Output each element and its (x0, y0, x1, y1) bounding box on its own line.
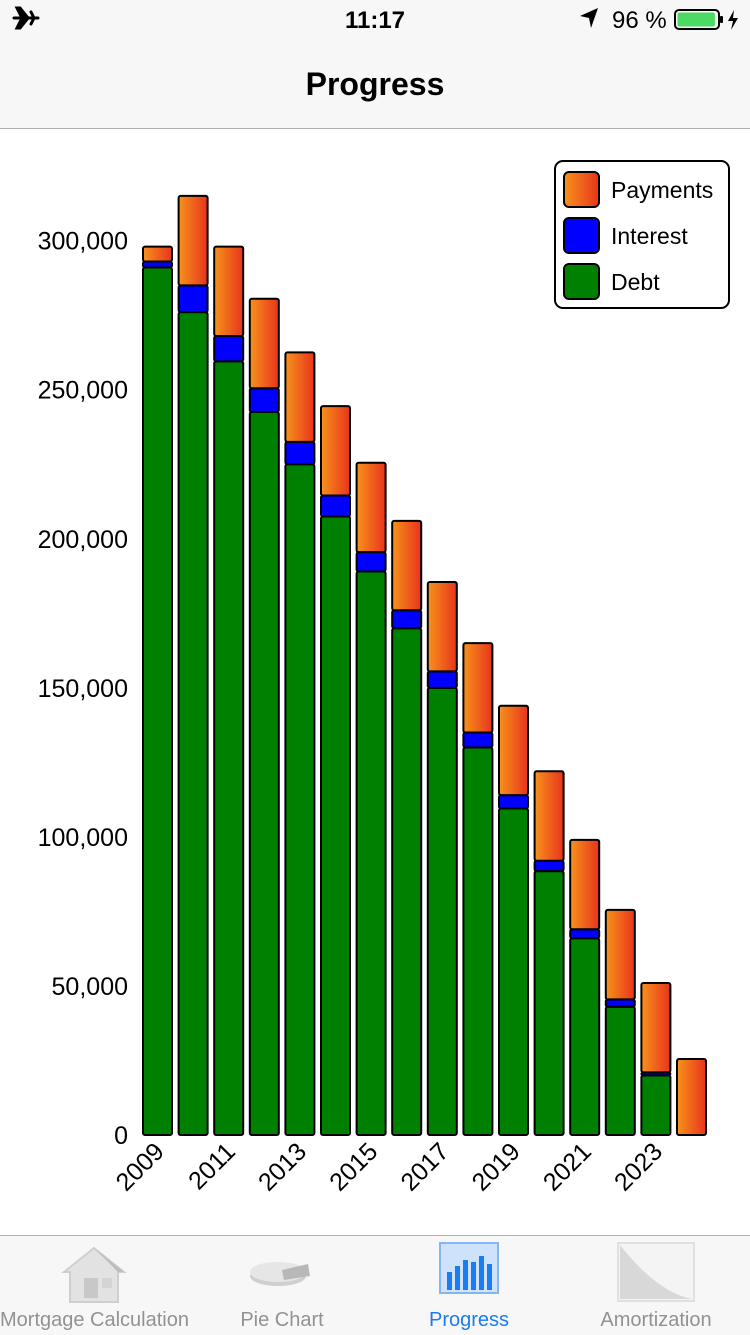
bar-debt-2017 (426, 686, 458, 1136)
pie-chart-icon (248, 1254, 314, 1299)
bar-payments-2022 (604, 908, 636, 1001)
bar-debt-2013 (284, 463, 316, 1136)
bar-payments-2017 (426, 580, 458, 673)
bar-debt-2009 (142, 266, 173, 1137)
bar-interest-2020 (533, 859, 565, 873)
status-time: 11:17 (344, 7, 406, 34)
bar-payments-2011 (213, 245, 245, 338)
y-tick-label: 250,000 (38, 377, 128, 405)
y-tick-label: 200,000 (38, 526, 128, 554)
bar-interest-2021 (569, 928, 601, 940)
legend-label: Payments (611, 177, 713, 203)
page-title: Progress (305, 66, 445, 102)
bar-debt-2023 (640, 1074, 672, 1136)
bar-payments-2018 (462, 642, 494, 734)
tab-mortgage-calculation[interactable]: Mortgage Calculation (0, 1236, 189, 1335)
x-tick-label: 2017 (395, 1137, 454, 1196)
progress-bar-chart: 0 50,000 100,000 150,000 200,000 250,000 300,0… (38, 160, 730, 1197)
charging-bolt-icon (728, 10, 738, 30)
y-tick-label: 0 (114, 1122, 128, 1150)
bar-debt-2021 (569, 937, 601, 1136)
bar-interest-2013 (284, 440, 316, 466)
status-bar: 11:17 96 % (0, 0, 750, 40)
bar-debt-2020 (533, 870, 565, 1136)
tab-label: Mortgage Calculation (0, 1309, 189, 1331)
bar-interest-2015 (355, 551, 387, 573)
bar-interest-2012 (248, 387, 280, 414)
bar-payments-2016 (391, 519, 423, 612)
bar-interest-2018 (462, 731, 494, 749)
battery-icon (674, 9, 744, 38)
bar-payments-2021 (569, 838, 601, 931)
airplane-icon (12, 5, 40, 38)
legend-label: Interest (611, 223, 688, 249)
bar-series (142, 194, 707, 1137)
legend-label: Debt (611, 269, 660, 295)
tab-label: Progress (428, 1309, 510, 1331)
tab-label: Amortization (600, 1309, 712, 1331)
bar-debt-2019 (498, 807, 529, 1136)
location-arrow-icon (578, 6, 600, 37)
bar-interest-2011 (213, 335, 245, 363)
y-tick-label: 150,000 (38, 675, 128, 703)
bar-chart-icon (439, 1242, 499, 1303)
bar-payments-2015 (355, 461, 387, 554)
tab-label: Pie Chart (240, 1309, 324, 1331)
bar-payments-2023 (640, 981, 672, 1074)
navigation-bar: Progress (0, 40, 750, 129)
x-axis-tick-labels: 2009 2011 2013 2015 2017 2019 2021 2023 (111, 1137, 669, 1196)
tab-amortization[interactable]: Amortization (562, 1236, 750, 1335)
y-axis-tick-labels: 0 50,000 100,000 150,000 200,000 250,000 300,0… (38, 228, 128, 1150)
x-tick-label: 2023 (609, 1137, 668, 1196)
amortization-icon (617, 1242, 695, 1307)
bar-interest-2022 (604, 998, 636, 1008)
legend-swatch-payments (563, 171, 600, 208)
bar-debt-2018 (462, 746, 494, 1136)
bar-payments-2013 (284, 351, 316, 443)
x-tick-label: 2015 (324, 1137, 383, 1196)
bar-interest-2016 (391, 609, 423, 630)
x-tick-label: 2013 (253, 1137, 312, 1196)
tab-pie-chart[interactable]: Pie Chart (188, 1236, 376, 1335)
bar-payments-2019 (498, 704, 529, 797)
bar-payments-2020 (533, 770, 565, 862)
house-icon (58, 1242, 130, 1311)
y-tick-label: 300,000 (38, 228, 128, 256)
bar-payments-2024 (676, 1057, 707, 1137)
x-tick-label: 2021 (538, 1137, 597, 1196)
bar-payments-2012 (248, 297, 280, 390)
bar-interest-2017 (426, 670, 458, 689)
x-tick-label: 2019 (467, 1137, 526, 1196)
bar-debt-2010 (177, 311, 209, 1137)
bar-debt-2015 (355, 570, 387, 1136)
bar-debt-2014 (320, 515, 351, 1136)
chart-legend: Payments Interest Debt (554, 160, 730, 309)
legend-swatch-interest (563, 217, 600, 254)
bar-debt-2012 (248, 411, 280, 1136)
legend-swatch-debt (563, 263, 600, 300)
bar-interest-2019 (498, 794, 529, 810)
bar-interest-2014 (320, 494, 351, 518)
x-tick-label: 2011 (183, 1137, 241, 1195)
bar-payments-2009 (142, 245, 173, 263)
bar-payments-2014 (320, 405, 351, 497)
bar-debt-2022 (604, 1005, 636, 1137)
bar-debt-2016 (391, 627, 423, 1136)
bar-payments-2010 (177, 194, 209, 287)
tab-progress[interactable]: Progress (376, 1236, 562, 1335)
tab-bar: Mortgage Calculation Pie Chart Progress (0, 1235, 750, 1335)
y-tick-label: 100,000 (38, 824, 128, 852)
bar-debt-2011 (213, 360, 245, 1137)
bar-interest-2010 (177, 284, 209, 314)
battery-percent: 96 % (612, 7, 667, 34)
y-tick-label: 50,000 (52, 973, 128, 1001)
